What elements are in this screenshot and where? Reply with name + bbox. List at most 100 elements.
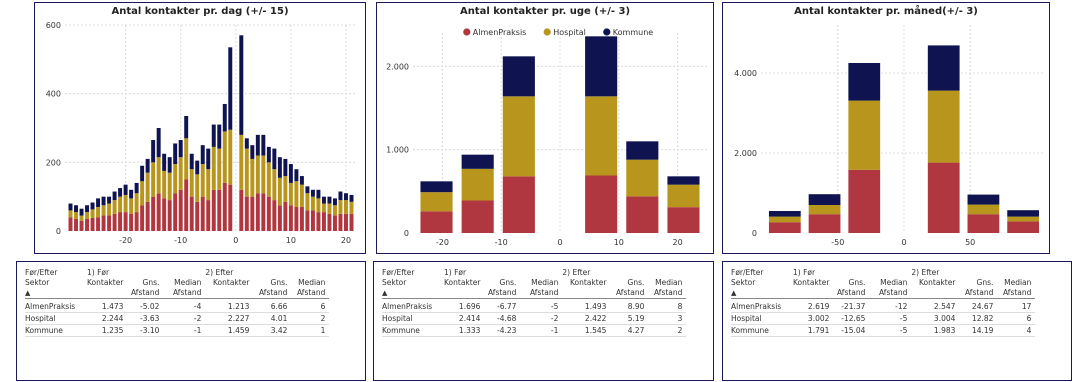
bar-almenpraksis[interactable] <box>129 213 134 231</box>
bar-hospital[interactable] <box>211 146 216 190</box>
table-row[interactable]: AlmenPraksis 2.619 -21.37 -12 2.547 24.67 17 <box>731 298 1036 313</box>
bar-kommune[interactable] <box>162 153 167 171</box>
bar-almenpraksis[interactable] <box>299 206 304 231</box>
bar-hospital[interactable] <box>327 203 332 214</box>
bar-almenpraksis[interactable] <box>420 211 453 233</box>
bar-kommune[interactable] <box>338 191 343 201</box>
bar-hospital[interactable] <box>107 203 112 216</box>
bar-kommune[interactable] <box>206 148 211 170</box>
bar-kommune[interactable] <box>244 138 249 149</box>
bar-kommune[interactable] <box>808 194 841 205</box>
bar-hospital[interactable] <box>162 170 167 199</box>
bar-hospital[interactable] <box>967 204 1000 215</box>
table-row[interactable]: Hospital 3.002 -12.65 -5 3.004 12.82 6 <box>731 312 1036 325</box>
bar-almenpraksis[interactable] <box>167 200 172 231</box>
bar-almenpraksis[interactable] <box>321 212 326 231</box>
bar-almenpraksis[interactable] <box>667 207 700 233</box>
bar-hospital[interactable] <box>217 148 222 190</box>
bar-hospital[interactable] <box>156 157 161 194</box>
bar-kommune[interactable] <box>178 140 183 158</box>
week-chart[interactable]: 0 1.000 2.000 -20 -10 0 10 20 AlmenPraksis Hospit… <box>377 3 713 253</box>
bar-kommune[interactable] <box>140 165 145 182</box>
bar-almenpraksis[interactable] <box>200 196 205 231</box>
bar-hospital[interactable] <box>140 181 145 206</box>
column-header[interactable]: Gns. Afstand <box>836 278 866 297</box>
bar-kommune[interactable] <box>626 141 659 160</box>
bar-hospital[interactable] <box>206 169 211 201</box>
column-header[interactable]: Median Afstand <box>653 278 683 297</box>
bar-hospital[interactable] <box>299 184 304 207</box>
bar-hospital[interactable] <box>316 198 321 213</box>
column-header[interactable]: Kontakter <box>570 278 607 287</box>
table-row[interactable]: Kommune 1.333 -4.23 -1 1.545 4.27 2 <box>382 324 687 337</box>
column-header[interactable]: Kontakter <box>444 278 481 287</box>
bar-hospital[interactable] <box>173 164 178 194</box>
bar-kommune[interactable] <box>502 56 535 97</box>
column-header[interactable]: Kontakter <box>213 278 250 287</box>
bar-almenpraksis[interactable] <box>808 214 841 233</box>
column-header[interactable]: Kontakter <box>919 278 956 287</box>
bar-almenpraksis[interactable] <box>140 205 145 231</box>
bar-hospital[interactable] <box>272 169 277 201</box>
bar-kommune[interactable] <box>967 194 1000 205</box>
bar-almenpraksis[interactable] <box>96 217 101 231</box>
bar-hospital[interactable] <box>585 96 618 176</box>
bar-almenpraksis[interactable] <box>162 198 167 231</box>
bar-kommune[interactable] <box>316 189 321 199</box>
bar-hospital[interactable] <box>338 200 343 214</box>
bar-hospital[interactable] <box>332 205 337 216</box>
bar-hospital[interactable] <box>768 216 801 223</box>
bar-kommune[interactable] <box>145 158 150 173</box>
bar-almenpraksis[interactable] <box>272 200 277 231</box>
bar-hospital[interactable] <box>420 192 453 212</box>
bar-kommune[interactable] <box>74 205 79 213</box>
column-header[interactable]: Median Afstand <box>1002 278 1032 297</box>
bar-kommune[interactable] <box>200 145 205 165</box>
bar-almenpraksis[interactable] <box>184 179 189 232</box>
sort-ascending-icon[interactable]: ▲ <box>731 289 737 297</box>
bar-hospital[interactable] <box>626 159 659 197</box>
bar-kommune[interactable] <box>118 188 123 197</box>
bar-hospital[interactable] <box>667 184 700 208</box>
bar-kommune[interactable] <box>173 143 178 165</box>
table-row[interactable]: Hospital 2.414 -4.68 -2 2.422 5.19 3 <box>382 312 687 325</box>
bar-hospital[interactable] <box>184 138 189 180</box>
bar-kommune[interactable] <box>294 169 299 182</box>
bar-hospital[interactable] <box>502 96 535 177</box>
bar-hospital[interactable] <box>349 201 354 214</box>
bar-almenpraksis[interactable] <box>206 200 211 231</box>
bar-kommune[interactable] <box>184 115 189 139</box>
bar-almenpraksis[interactable] <box>294 206 299 231</box>
bar-hospital[interactable] <box>118 196 123 213</box>
bar-almenpraksis[interactable] <box>343 213 348 231</box>
bar-almenpraksis[interactable] <box>222 182 227 231</box>
bar-almenpraksis[interactable] <box>173 193 178 231</box>
bar-almenpraksis[interactable] <box>85 218 90 231</box>
bar-kommune[interactable] <box>239 35 244 135</box>
bar-kommune[interactable] <box>255 134 260 156</box>
bar-kommune[interactable] <box>195 160 200 175</box>
bar-hospital[interactable] <box>200 164 205 197</box>
bar-hospital[interactable] <box>74 212 79 219</box>
bar-almenpraksis[interactable] <box>266 196 271 231</box>
bar-almenpraksis[interactable] <box>107 215 112 231</box>
bar-almenpraksis[interactable] <box>502 176 535 233</box>
bar-hospital[interactable] <box>255 155 260 194</box>
bar-almenpraksis[interactable] <box>195 201 200 231</box>
bar-almenpraksis[interactable] <box>123 212 128 231</box>
bar-almenpraksis[interactable] <box>90 217 95 231</box>
bar-almenpraksis[interactable] <box>283 201 288 231</box>
bar-almenpraksis[interactable] <box>112 213 117 231</box>
bar-hospital[interactable] <box>461 168 494 201</box>
bar-hospital[interactable] <box>129 198 134 214</box>
column-header[interactable]: Median Afstand <box>529 278 559 297</box>
bar-hospital[interactable] <box>239 134 244 190</box>
bar-almenpraksis[interactable] <box>967 214 1000 233</box>
table-row[interactable]: AlmenPraksis 1.473 -5.02 -4 1.213 6.66 6 <box>25 298 330 313</box>
column-header[interactable]: Gns. Afstand <box>487 278 517 297</box>
bar-kommune[interactable] <box>768 211 801 217</box>
bar-almenpraksis[interactable] <box>134 212 139 231</box>
bar-kommune[interactable] <box>927 45 960 91</box>
bar-hospital[interactable] <box>151 162 156 197</box>
bar-almenpraksis[interactable] <box>151 196 156 231</box>
